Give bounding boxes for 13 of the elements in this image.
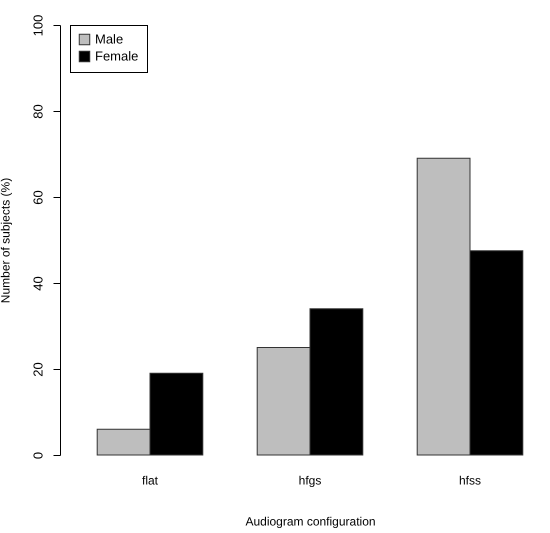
y-tick-label: 100 [30,14,46,36]
y-tick-label: 60 [30,190,46,205]
y-axis-title: Number of subjects (%) [0,178,12,304]
legend-label: Female [95,48,138,64]
y-tick-label: 20 [30,362,46,377]
x-tick-label: hfss [458,474,482,488]
x-tick-label: hfgs [298,474,322,488]
y-tick-label: 80 [30,104,46,119]
y-tick-label: 40 [30,276,46,291]
y-tick-label: 0 [30,452,46,460]
x-axis-title: Audiogram configuration [245,514,376,528]
x-tick-label: flat [142,474,159,488]
legend-label: Male [95,32,124,46]
